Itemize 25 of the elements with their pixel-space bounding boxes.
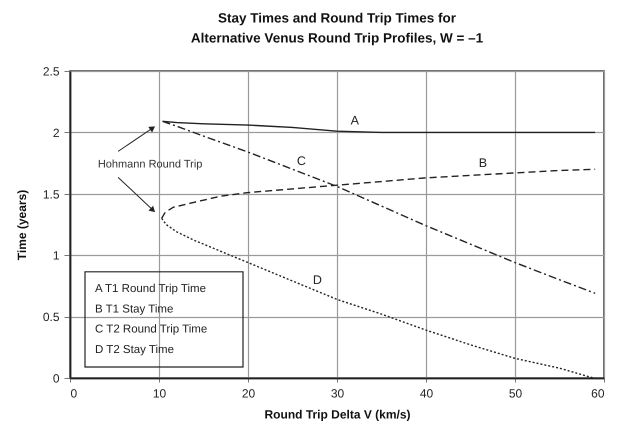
x-axis-title: Round Trip Delta V (km/s) [264,408,411,422]
y-tick-label: 2.5 [42,64,60,78]
annotation: A T1 Round Trip Time [95,282,206,295]
y-tick-label: 0 [52,372,60,386]
annotation: B [478,156,488,170]
x-tick-label: 20 [242,386,256,400]
annotation: B T1 Stay Time [95,303,174,316]
x-tick-label: 10 [152,386,166,400]
x-tick-label: 30 [330,386,344,400]
x-tick-label: 0 [70,386,78,400]
annotation: D T2 Stay Time [95,344,174,356]
x-tick-label: 50 [508,386,522,400]
x-tick-label: 60 [591,386,605,400]
annotation: D [312,273,322,288]
annotation: Hohmann Round Trip [98,158,202,170]
y-tick-label: 2 [52,126,60,140]
y-tick-label: 0.5 [42,310,60,324]
chart-title: Stay Times and Round Trip Times for Alternative Venus Round Trip Profiles, W = –1 [190,10,484,46]
annotation: A [350,113,360,128]
y-tick-label: 1 [52,248,60,263]
y-tick-label: 1.5 [42,187,60,202]
annotation: C T2 Round Trip Time [95,324,208,336]
y-axis-title: Time (years) [14,190,29,260]
annotation: C [296,154,306,168]
x-tick-label: 40 [420,386,434,400]
